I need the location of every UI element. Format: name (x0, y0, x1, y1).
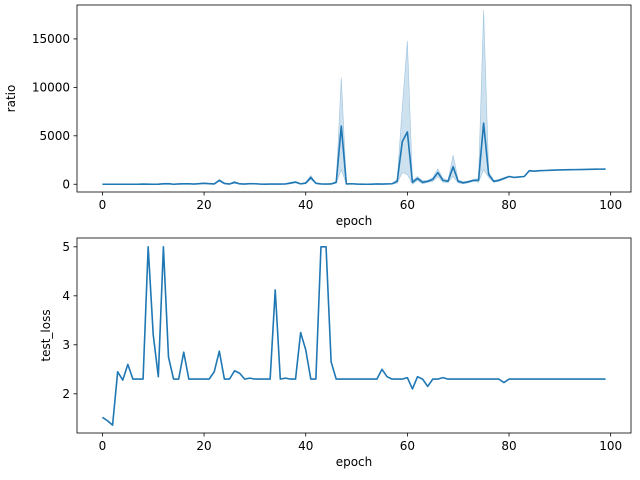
ratio-y-tick-label: 0 (62, 178, 70, 192)
ratio-axes-frame (76, 4, 632, 193)
ratio-x-tick-label: 80 (501, 198, 516, 212)
loss-y-tick-label: 2 (62, 387, 70, 401)
loss-series-line (101, 246, 606, 426)
ratio-x-axis-label: epoch (336, 214, 373, 228)
ratio-x-tick-label: 0 (99, 198, 107, 212)
ratio-x-tick-label: 20 (196, 198, 211, 212)
ratio-confidence-band (102, 9, 606, 185)
loss-y-tick-label: 3 (62, 338, 70, 352)
ratio-y-tick-label: 10000 (32, 81, 70, 95)
loss-axes-frame (76, 237, 632, 434)
ratio-y-tick-label: 5000 (39, 129, 70, 143)
loss-y-tick-label: 4 (62, 289, 70, 303)
ratio-x-tick-label: 100 (599, 198, 622, 212)
ratio-plot-area (102, 9, 606, 186)
test-loss-chart: 0 20 40 60 80 100 2 3 4 5 epoch test_loss (39, 237, 632, 469)
ratio-x-tick-label: 60 (400, 198, 415, 212)
ratio-chart: 0 20 40 60 80 100 0 5000 10000 15000 epoch ratio (4, 4, 632, 228)
loss-x-tick-label: 80 (501, 439, 516, 453)
loss-x-tick-label: 0 (99, 439, 107, 453)
loss-x-tick-label: 20 (196, 439, 211, 453)
loss-x-tick-label: 100 (599, 439, 622, 453)
loss-x-axis-label: epoch (336, 455, 373, 469)
ratio-x-tick-label: 40 (298, 198, 313, 212)
loss-y-tick-label: 5 (62, 240, 70, 254)
ratio-y-axis-label: ratio (4, 85, 18, 113)
loss-plot-area (101, 246, 606, 426)
loss-x-tick-label: 60 (400, 439, 415, 453)
loss-x-tick-label: 40 (298, 439, 313, 453)
loss-y-axis-label: test_loss (39, 309, 53, 361)
ratio-series-line (102, 122, 606, 186)
ratio-y-tick-label: 15000 (32, 32, 70, 46)
